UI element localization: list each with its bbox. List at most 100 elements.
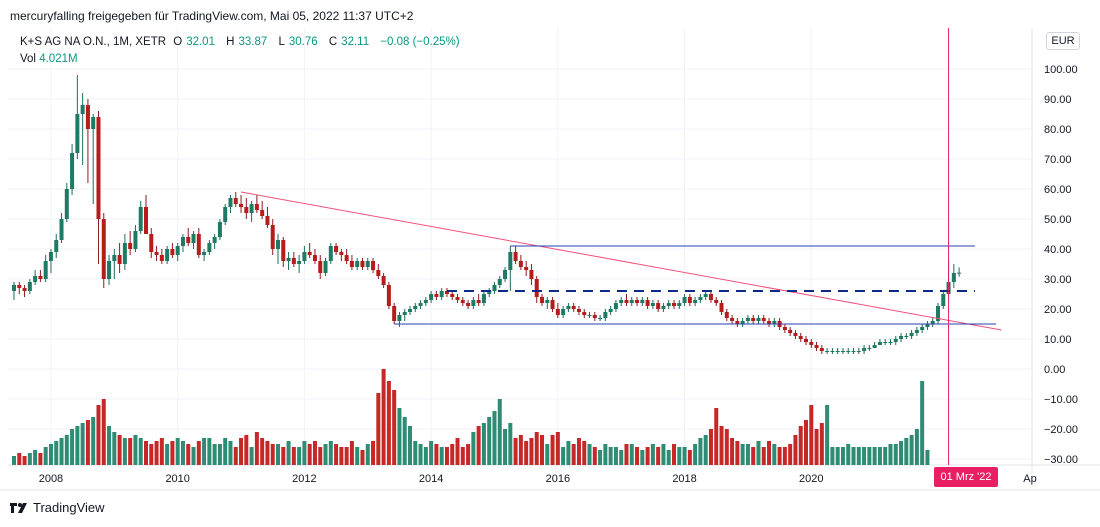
candle-body [207, 243, 212, 252]
candle-body [91, 117, 96, 129]
volume-bar [439, 447, 444, 465]
candle-body [587, 315, 592, 316]
volume-bar [376, 393, 381, 465]
volume-bar [698, 438, 703, 465]
candle-body [107, 261, 112, 279]
candle-body [80, 105, 85, 114]
candle-body [312, 255, 317, 261]
candle-body [291, 258, 296, 264]
volume-bar [217, 444, 222, 465]
candle-body [751, 318, 756, 321]
candle-body [276, 240, 280, 249]
volume-bar [254, 432, 259, 465]
volume-bar [830, 447, 835, 465]
candle-body [101, 219, 106, 279]
candle-body [138, 207, 143, 231]
volume-bar [672, 444, 676, 465]
tradingview-brand[interactable]: TradingView [10, 500, 105, 515]
candle-body [48, 252, 53, 261]
time-tick-label: 2018 [672, 473, 696, 485]
volume-bar [418, 444, 423, 465]
volume-bar [339, 447, 344, 465]
volume-bar [925, 450, 930, 465]
candle-body [640, 300, 645, 303]
candle-body [455, 297, 460, 300]
volume-bar [503, 429, 508, 465]
time-tick-label: 2010 [165, 473, 189, 485]
candle-body [825, 351, 830, 352]
candle-body [735, 321, 740, 324]
volume-bar [444, 447, 449, 465]
candle-body [286, 258, 291, 261]
candle-body [846, 351, 851, 352]
volume-bar [228, 441, 233, 465]
candle-body [550, 300, 555, 309]
candle-body [835, 351, 840, 352]
volume-bar [128, 438, 133, 465]
volume-bar [312, 441, 317, 465]
candle-body [930, 321, 935, 324]
candle-body [96, 117, 101, 219]
volume-bar [291, 447, 296, 465]
grid [0, 28, 1100, 491]
volume-bar [571, 444, 576, 465]
volume-bar [59, 438, 64, 465]
volume-bar [767, 441, 772, 465]
currency-button[interactable]: EUR [1046, 32, 1080, 50]
symbol-name[interactable]: K+S AG NA O.N., 1M, XETR [20, 36, 167, 48]
time-tick-label: 2020 [799, 473, 823, 485]
candle-body [629, 300, 634, 303]
price-tick-label: −10.00 [1044, 394, 1078, 406]
candle-body [33, 276, 38, 282]
candle-body [270, 225, 275, 249]
volume-bar [687, 450, 692, 465]
candle-body [217, 222, 222, 237]
candle-body [133, 231, 138, 249]
candle-body [830, 351, 835, 352]
volume-value: 4.021M [39, 53, 78, 65]
volume-bar [534, 432, 539, 465]
candle-body [745, 318, 750, 321]
candle-body [899, 336, 904, 339]
candle-body [371, 261, 376, 270]
volume-bar [867, 447, 872, 465]
volume-bar [159, 438, 164, 465]
candle-body [624, 300, 629, 303]
candle-body [355, 261, 360, 267]
volume-bar [117, 435, 122, 465]
volume-bar [455, 438, 460, 465]
candle-body [444, 291, 449, 294]
volume-bar [191, 447, 196, 465]
candlesticks [12, 75, 962, 354]
volume-legend: Vol 4.021M [20, 53, 78, 65]
volume-bar [598, 450, 603, 465]
candle-body [413, 306, 418, 309]
volume-bar [180, 441, 185, 465]
volume-bar [840, 447, 845, 465]
volume-bar [466, 444, 471, 465]
candle-body [439, 291, 444, 297]
candle-body [661, 306, 666, 309]
volume-bar [33, 450, 38, 465]
volume-bar [270, 444, 275, 465]
volume-bar [233, 447, 238, 465]
candle-body [70, 153, 75, 189]
candle-body [471, 300, 476, 306]
candle-body [714, 300, 719, 303]
candle-body [804, 339, 808, 342]
candle-body [724, 312, 729, 318]
candle-body [598, 318, 603, 319]
volume-bar [17, 453, 22, 465]
volume-bar [460, 447, 465, 465]
volume-bar [513, 438, 518, 465]
candle-body [175, 246, 180, 255]
time-tick-label: 2014 [419, 473, 443, 485]
volume-bar [788, 444, 793, 465]
volume-bar [735, 441, 740, 465]
candle-body [545, 300, 550, 303]
volume-bar [12, 456, 16, 465]
volume-bar [777, 447, 782, 465]
price-tick-label: 0.00 [1044, 364, 1065, 376]
volume-bar [518, 435, 523, 465]
